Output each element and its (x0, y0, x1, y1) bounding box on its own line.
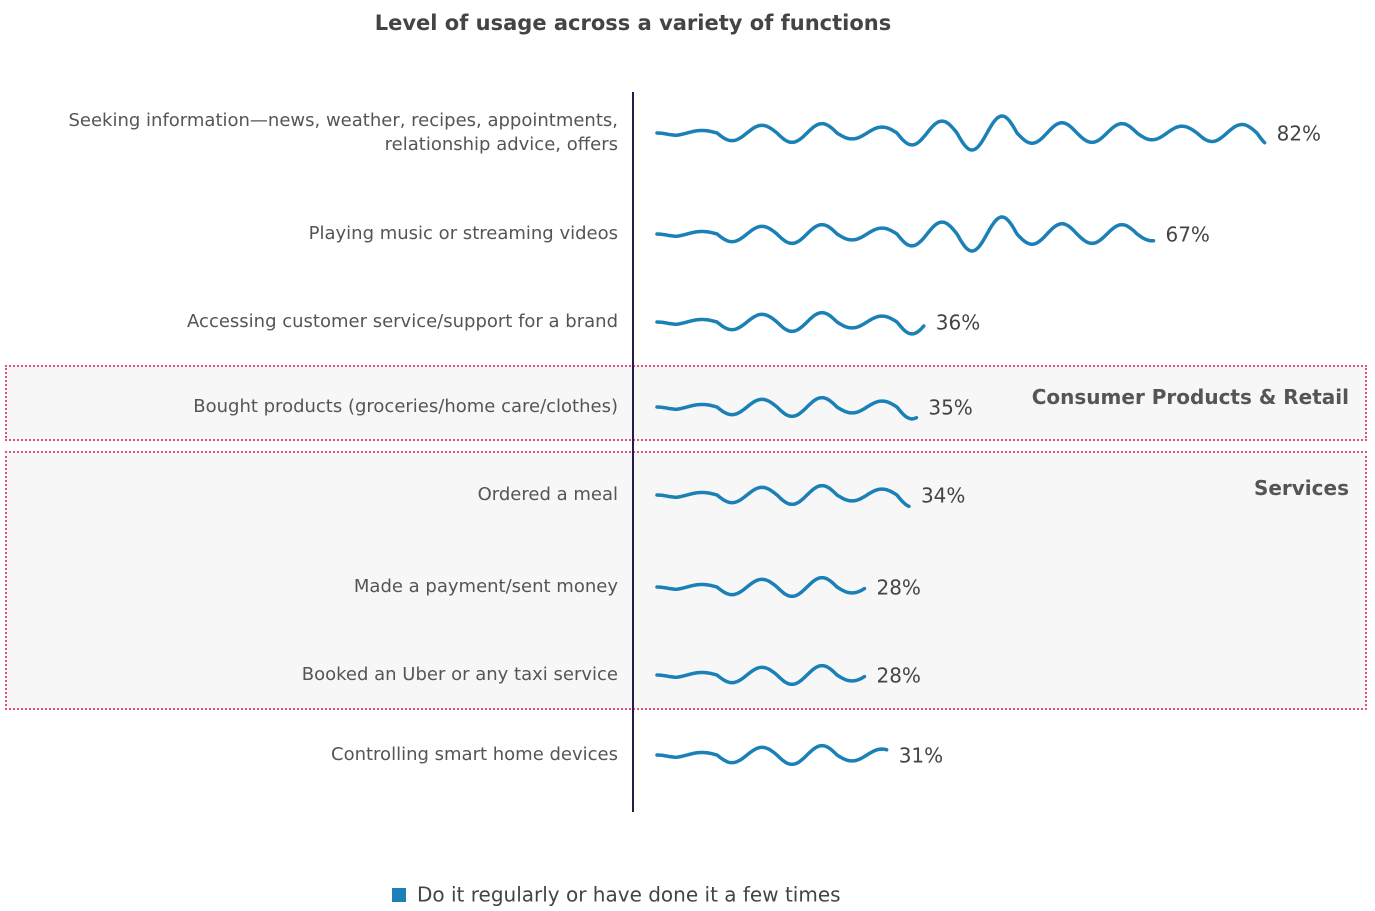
category-label: Booked an Uber or any taxi service (301, 664, 618, 685)
value-label: 28% (876, 664, 920, 688)
bar (655, 663, 867, 687)
legend-label: Do it regularly or have done it a few ti… (417, 883, 841, 907)
value-label: 67% (1165, 223, 1209, 247)
category-label: Seeking information—news, weather, recip… (68, 110, 618, 155)
value-label: 82% (1277, 122, 1321, 146)
bar (655, 575, 867, 599)
bar (655, 215, 1156, 253)
group-label: Consumer Products & Retail (1031, 385, 1349, 409)
group-label: Services (1253, 476, 1349, 500)
bar (655, 114, 1267, 152)
bar (655, 395, 919, 421)
bar (655, 483, 911, 509)
value-label: 34% (921, 484, 965, 508)
chart-title: Level of usage across a variety of funct… (375, 11, 892, 35)
group-box (5, 365, 1367, 441)
bar (655, 310, 926, 336)
value-label: 35% (928, 396, 972, 420)
bar (655, 743, 889, 767)
category-label: Bought products (groceries/home care/clo… (193, 396, 618, 417)
value-label: 31% (899, 744, 943, 768)
legend-swatch (392, 888, 406, 902)
value-label: 36% (936, 311, 980, 335)
value-label: 28% (876, 576, 920, 600)
category-label: Controlling smart home devices (331, 744, 618, 765)
category-label: Accessing customer service/support for a… (187, 311, 618, 332)
category-label: Playing music or streaming videos (308, 223, 618, 244)
category-label: Ordered a meal (477, 484, 618, 505)
category-label: Made a payment/sent money (353, 576, 618, 597)
